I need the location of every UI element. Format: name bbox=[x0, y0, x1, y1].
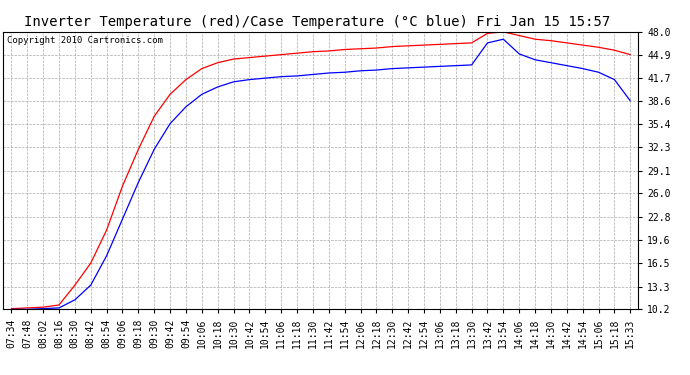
Text: Copyright 2010 Cartronics.com: Copyright 2010 Cartronics.com bbox=[7, 36, 163, 45]
Text: Inverter Temperature (red)/Case Temperature (°C blue) Fri Jan 15 15:57: Inverter Temperature (red)/Case Temperat… bbox=[24, 15, 611, 29]
